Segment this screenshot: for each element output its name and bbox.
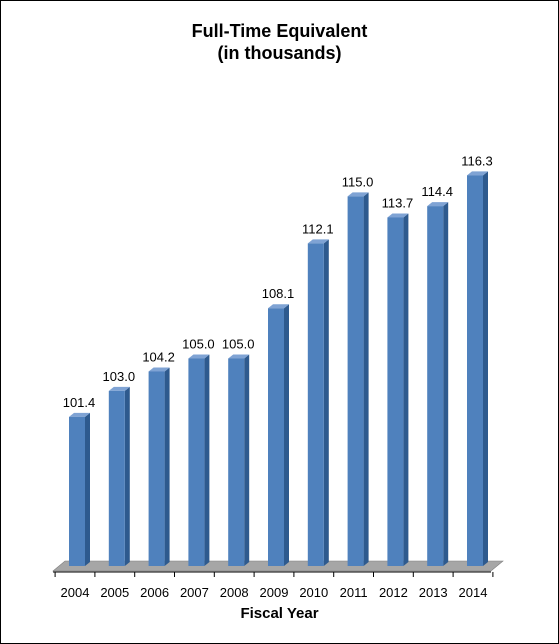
bar-2009: [268, 304, 289, 566]
x-tick-label-2010: 2010: [299, 585, 328, 600]
bar-2013: [427, 202, 449, 566]
bar-2007: [188, 354, 210, 566]
bar-side: [204, 354, 210, 566]
bar-2010: [307, 239, 329, 566]
x-tick-label-2012: 2012: [379, 585, 408, 600]
x-tick-label-2004: 2004: [61, 585, 90, 600]
bar-side: [483, 171, 488, 566]
bar-side: [164, 367, 170, 566]
bar-2012: [387, 213, 409, 566]
bar-top: [307, 239, 329, 244]
bar-front: [387, 217, 404, 566]
data-label-2006: 104.2: [142, 349, 175, 364]
data-label-2005: 103.0: [103, 369, 136, 384]
bar-side: [323, 239, 329, 566]
data-label-2004: 101.4: [63, 395, 96, 410]
bar-side: [363, 192, 369, 566]
bar-top: [188, 354, 210, 359]
x-axis-title: Fiscal Year: [240, 605, 319, 622]
bar-side: [284, 304, 289, 566]
bar-top: [467, 171, 488, 176]
bar-top: [347, 192, 369, 197]
bar-front: [108, 390, 125, 566]
data-label-2012: 113.7: [382, 195, 414, 210]
x-tick-label-2014: 2014: [459, 585, 488, 600]
bar-top: [228, 354, 250, 359]
x-tick-label-2008: 2008: [220, 585, 249, 600]
bar-2006: [148, 367, 170, 566]
data-label-2009: 108.1: [262, 286, 295, 301]
bar-front: [307, 243, 324, 566]
x-tick-label-2009: 2009: [260, 585, 289, 600]
bar-top: [69, 412, 90, 417]
chart-subtitle: (in thousands): [217, 43, 342, 63]
bar-side: [403, 213, 409, 566]
data-label-2010: 112.1: [302, 221, 334, 236]
bar-front: [228, 358, 245, 566]
x-tick-label-2005: 2005: [100, 585, 129, 600]
bar-front: [427, 206, 444, 566]
data-label-2014: 116.3: [461, 153, 493, 168]
bar-side: [443, 202, 449, 566]
bar-top: [108, 386, 130, 391]
bar-side: [124, 386, 130, 566]
data-label-2008: 105.0: [222, 337, 255, 352]
bar-2011: [347, 192, 369, 566]
bar-2004: [69, 412, 90, 566]
bar-front: [467, 175, 483, 566]
bar-side: [244, 354, 250, 566]
bar-top: [268, 304, 289, 309]
bar-top: [148, 367, 170, 372]
bar-2014: [467, 171, 488, 566]
data-label-2007: 105.0: [182, 337, 215, 352]
bar-top: [427, 202, 449, 207]
chart-title: Full-Time Equivalent: [191, 21, 368, 41]
x-tick-label-2006: 2006: [140, 585, 169, 600]
bar-front: [347, 196, 364, 566]
bar-side: [85, 412, 90, 566]
bar-front: [148, 371, 165, 566]
x-tick-label-2007: 2007: [180, 585, 209, 600]
bar-2005: [108, 386, 130, 566]
data-label-2013: 114.4: [421, 184, 453, 199]
x-tick-label-2011: 2011: [340, 585, 368, 600]
bar-2008: [228, 354, 250, 566]
bar-top: [387, 213, 409, 218]
data-label-2011: 115.0: [342, 174, 374, 189]
bar-front: [188, 358, 205, 566]
x-tick-label-2013: 2013: [419, 585, 448, 600]
bar-front: [268, 308, 284, 566]
bar-front: [69, 416, 85, 566]
